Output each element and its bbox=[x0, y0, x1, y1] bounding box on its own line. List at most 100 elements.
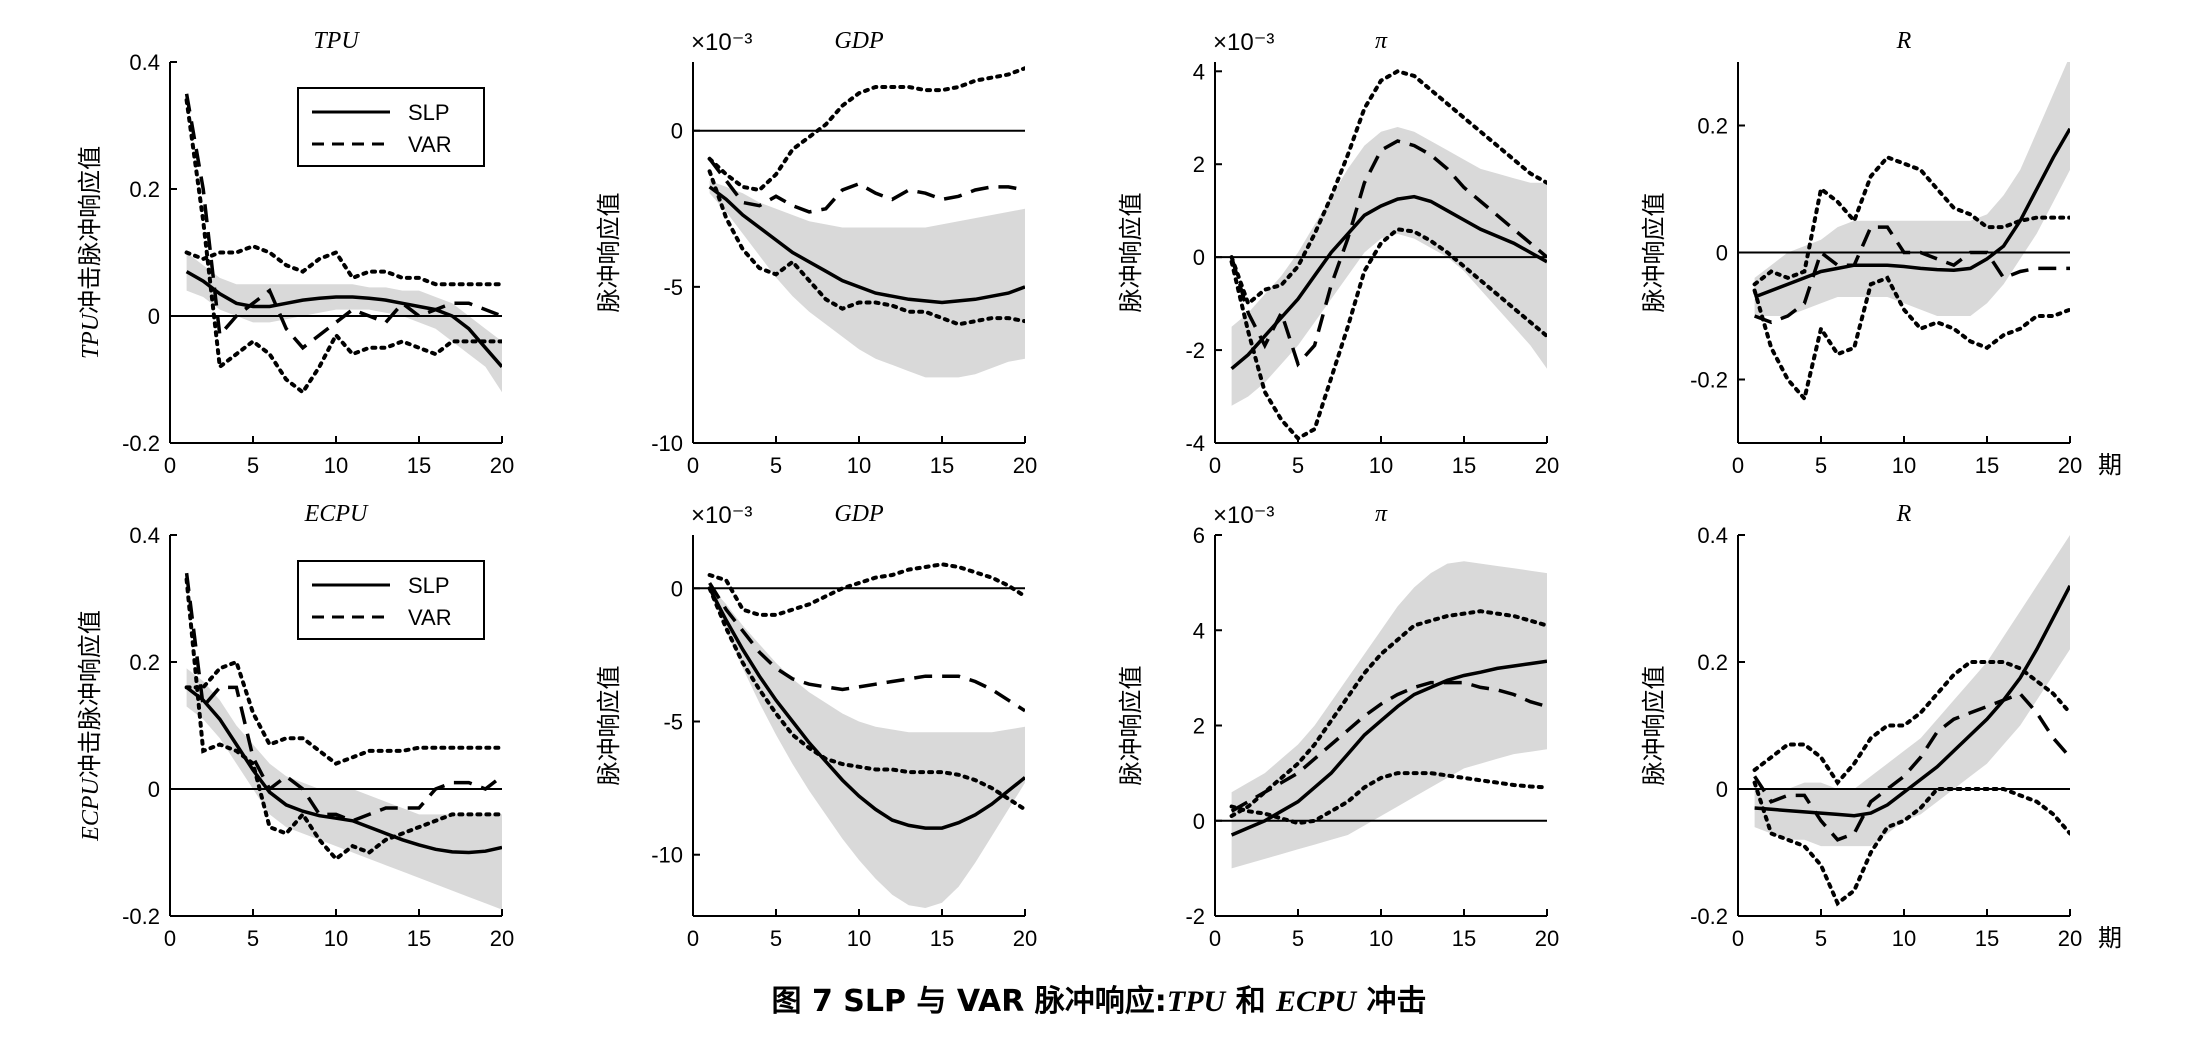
subplot-title: GDP bbox=[834, 28, 884, 54]
var-lower-band bbox=[1752, 780, 2070, 907]
subplot-title: TPU bbox=[313, 28, 360, 54]
slp-line bbox=[1230, 659, 1547, 837]
legend-box bbox=[297, 87, 485, 167]
y-tick-label: -5 bbox=[663, 710, 683, 735]
subplot-title: π bbox=[1375, 501, 1388, 527]
var-upper-band bbox=[1229, 69, 1547, 307]
confidence-band bbox=[1754, 62, 2070, 316]
caption-and: 和 bbox=[1225, 984, 1277, 1019]
x-tick-label: 20 bbox=[2058, 453, 2082, 478]
confidence-band bbox=[709, 180, 1025, 378]
plot-area bbox=[1738, 62, 2070, 403]
y-tick-label: 0.4 bbox=[1697, 523, 1728, 548]
plot-area bbox=[1215, 69, 1547, 441]
y-axis-label-text: 脉冲响应值 bbox=[595, 666, 623, 786]
y-tick-label: 6 bbox=[1193, 523, 1205, 548]
plot-area bbox=[170, 93, 502, 396]
slp-line bbox=[708, 587, 1025, 830]
var-line bbox=[184, 572, 502, 823]
y-tick-label: -4 bbox=[1185, 431, 1205, 456]
x-tick-label: 20 bbox=[490, 453, 514, 478]
y-tick-label: -10 bbox=[651, 431, 683, 456]
y-tick-label: 0.2 bbox=[1697, 114, 1728, 139]
period-label: 期 bbox=[2098, 924, 2122, 952]
y-tick-label: 0.4 bbox=[129, 50, 160, 75]
plot-area bbox=[693, 66, 1025, 378]
x-tick-label: 15 bbox=[930, 453, 954, 478]
x-tick-label: 5 bbox=[1292, 453, 1304, 478]
var-upper-band bbox=[707, 562, 1025, 617]
y-axis-label: 脉冲响应值 bbox=[1117, 193, 1145, 313]
x-tick-label: 20 bbox=[1013, 926, 1037, 951]
x-tick-label: 15 bbox=[1452, 453, 1476, 478]
x-tick-label: 5 bbox=[247, 453, 259, 478]
x-tick-label: 10 bbox=[1369, 926, 1393, 951]
confidence-band bbox=[186, 252, 502, 393]
y-tick-label: 4 bbox=[1193, 59, 1205, 84]
subplot-title: R bbox=[1896, 28, 1912, 54]
slp-line bbox=[185, 270, 502, 368]
y-axis-label: 脉冲响应值 bbox=[595, 666, 623, 786]
var-line bbox=[1229, 139, 1547, 368]
caption-suffix: 冲击 bbox=[1356, 984, 1427, 1019]
y-axis-label-text: 脉冲响应值 bbox=[1640, 193, 1668, 313]
var-line bbox=[1753, 691, 2070, 842]
y-tick-label: 0 bbox=[148, 304, 160, 329]
y-tick-label: 0.2 bbox=[1697, 650, 1728, 675]
y-axis-label-text: 冲击脉冲响应值 bbox=[76, 610, 104, 778]
y-tick-label: 2 bbox=[1193, 152, 1205, 177]
legend-slp-label: SLP bbox=[408, 100, 450, 125]
y-axis-label-italic: TPU bbox=[78, 312, 104, 359]
x-tick-label: 10 bbox=[847, 453, 871, 478]
y-tick-label: 0 bbox=[1193, 245, 1205, 270]
x-tick-label: 5 bbox=[247, 926, 259, 951]
y-axis-label: ECPU冲击脉冲响应值 bbox=[76, 610, 104, 842]
legend-box bbox=[297, 560, 485, 640]
x-tick-label: 20 bbox=[490, 926, 514, 951]
subplot-title: R bbox=[1896, 501, 1912, 527]
scale-multiplier: ×10⁻³ bbox=[691, 502, 752, 529]
legend-var-label: VAR bbox=[408, 605, 452, 630]
x-tick-label: 15 bbox=[930, 926, 954, 951]
y-axis-label: 脉冲响应值 bbox=[1117, 666, 1145, 786]
confidence-band bbox=[709, 585, 1025, 908]
x-tick-label: 0 bbox=[1209, 926, 1221, 951]
var-lower-band bbox=[1752, 275, 2070, 403]
subplot-6: 0 5 10 15 20 -10 -5 0 GDP ×10⁻³ 脉冲响应值 bbox=[595, 501, 1037, 951]
plot-area bbox=[1215, 561, 1547, 869]
subplot-title: π bbox=[1375, 28, 1388, 54]
subplot-3: 0 5 10 15 20 -4 -2 0 2 4 π ×10⁻³ 脉冲响应值 bbox=[1117, 28, 1559, 478]
slp-line bbox=[1753, 127, 2070, 299]
y-tick-label: -0.2 bbox=[122, 904, 160, 929]
subplot-2: 0 5 10 15 20 -10 -5 0 GDP ×10⁻³ 脉冲响应值 bbox=[595, 28, 1037, 478]
y-axis-label-italic: ECPU bbox=[78, 777, 104, 842]
y-tick-label: 0 bbox=[1716, 241, 1728, 266]
y-tick-label: 0.2 bbox=[129, 177, 160, 202]
var-lower-band bbox=[184, 98, 502, 396]
subplot-title: GDP bbox=[834, 501, 884, 527]
slp-line bbox=[1230, 194, 1547, 371]
y-tick-label: 0.4 bbox=[129, 523, 160, 548]
var-lower-band bbox=[184, 577, 502, 862]
subplot-title: ECPU bbox=[304, 501, 369, 527]
x-tick-label: 0 bbox=[1209, 453, 1221, 478]
y-tick-label: -0.2 bbox=[1690, 904, 1728, 929]
legend: SLP VAR bbox=[297, 87, 485, 167]
confidence-band bbox=[1231, 127, 1547, 406]
x-tick-label: 15 bbox=[1975, 926, 1999, 951]
var-upper-band bbox=[184, 244, 502, 287]
x-tick-label: 0 bbox=[687, 926, 699, 951]
legend: SLP VAR bbox=[297, 560, 485, 640]
var-upper-band bbox=[1229, 609, 1547, 818]
var-line bbox=[1753, 225, 2070, 325]
caption-prefix: 图 7 SLP 与 VAR 脉冲响应: bbox=[771, 984, 1167, 1019]
x-tick-label: 10 bbox=[1892, 926, 1916, 951]
scale-multiplier: ×10⁻³ bbox=[691, 29, 752, 56]
y-axis-label-text: 冲击脉冲响应值 bbox=[76, 146, 104, 314]
y-tick-label: 0 bbox=[148, 777, 160, 802]
y-axis-label-text: 脉冲响应值 bbox=[1640, 666, 1668, 786]
